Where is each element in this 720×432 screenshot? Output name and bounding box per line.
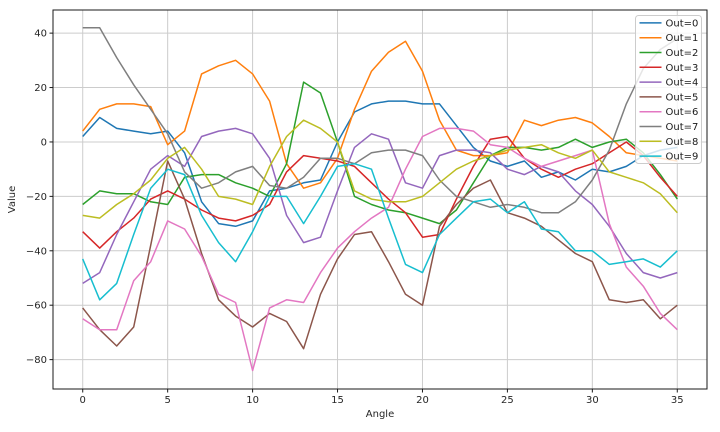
legend-label: Out=0	[666, 18, 699, 29]
y-tick-label: −20	[26, 192, 47, 203]
x-tick-label: 35	[671, 395, 684, 406]
series-line-Out=9	[82, 162, 678, 301]
series-line-Out=8	[82, 119, 678, 219]
legend-label: Out=3	[666, 63, 699, 74]
legend-label: Out=6	[666, 107, 699, 118]
legend-item: Out=7	[639, 122, 699, 133]
axes: 0 5 10 15 20 25 30 35 40 20 0 −20 −40 −60 −80	[26, 9, 708, 406]
legend-label: Out=5	[666, 92, 699, 103]
y-tick-label: −60	[26, 301, 47, 312]
legend-item: Out=1	[639, 33, 699, 44]
y-tick-label: −80	[26, 355, 47, 366]
legend-item: Out=6	[639, 107, 699, 118]
series-line-Out=3	[82, 135, 678, 249]
y-axis-label: Value	[7, 186, 18, 213]
legend-item: Out=8	[639, 137, 699, 148]
y-tick-label: 40	[34, 29, 47, 40]
legend-item: Out=5	[639, 92, 699, 103]
x-tick-label: 15	[331, 395, 344, 406]
legend: Out=0 Out=1 Out=2 Out=3 Out=4 Out=5 Out=6 Out=7…	[635, 15, 702, 164]
legend-label: Out=1	[666, 33, 699, 44]
legend-label: Out=7	[666, 122, 699, 133]
legend-item: Out=2	[639, 48, 699, 59]
series-line-Out=6	[82, 127, 678, 372]
y-tick-label: −40	[26, 246, 47, 257]
series-line-Out=7	[82, 26, 678, 214]
y-tick-label: 0	[41, 137, 47, 148]
series-line-Out=2	[82, 81, 678, 225]
x-tick-label: 0	[80, 395, 86, 406]
x-tick-label: 10	[246, 395, 259, 406]
legend-item: Out=9	[639, 152, 699, 163]
legend-item: Out=4	[639, 78, 699, 89]
x-tick-label: 20	[416, 395, 429, 406]
series-line-Out=5	[82, 160, 678, 350]
legend-label: Out=2	[666, 48, 699, 59]
plot-border	[52, 9, 708, 390]
legend-item: Out=0	[639, 18, 699, 29]
legend-label: Out=4	[666, 78, 699, 89]
x-tick-label: 5	[164, 395, 170, 406]
legend-item: Out=3	[639, 63, 699, 74]
x-tick-label: 25	[501, 395, 514, 406]
x-axis-label: Angle	[366, 409, 394, 420]
x-tick-label: 30	[586, 395, 599, 406]
series-line-Out=1	[82, 40, 678, 189]
legend-label: Out=9	[666, 152, 699, 163]
grid-lines	[53, 10, 707, 389]
data-series	[82, 26, 678, 372]
legend-label: Out=8	[666, 137, 699, 148]
y-tick-label: 20	[34, 83, 47, 94]
